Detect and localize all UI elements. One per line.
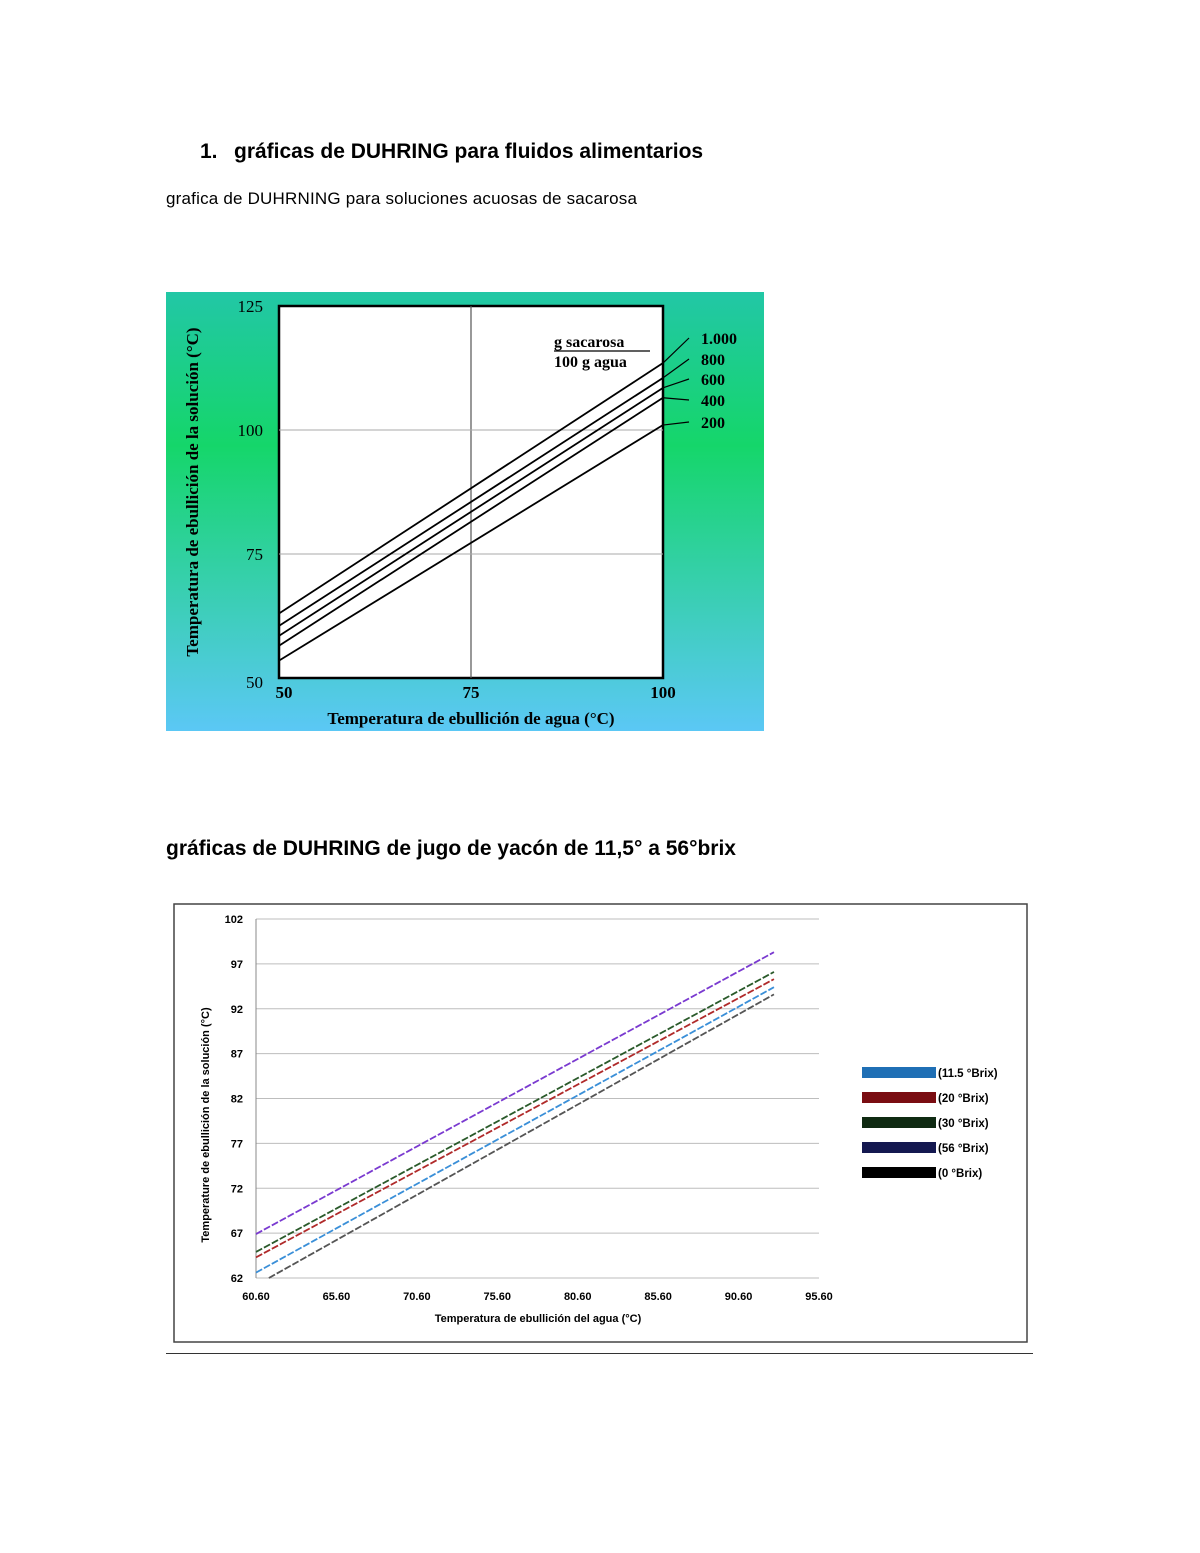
chart1-y-tick-label: 100 (238, 421, 264, 440)
chart2-x-tick-label: 95.60 (805, 1291, 833, 1303)
chart1-y-axis-label: Temperatura de ebullición de la solución… (183, 327, 202, 656)
chart2-x-tick-label: 85.60 (644, 1291, 672, 1303)
chart1-series-label: 600 (701, 372, 725, 389)
chart2-x-tick-label: 90.60 (725, 1291, 753, 1303)
chart1-x-tick-label: 50 (276, 683, 293, 702)
section-heading-1: 1. gráficas de DUHRING para fluidos alime… (200, 140, 703, 164)
chart1-legend-title-num: g sacarosa (554, 334, 624, 351)
chart1-x-tick-label: 75 (463, 683, 480, 702)
section-heading-2: gráficas de DUHRING de jugo de yacón de … (166, 837, 736, 860)
chart1-series-label: 800 (701, 352, 725, 369)
chart2-series-line (255, 971, 775, 1253)
chart1-caption: grafica de DUHRNING para soluciones acuo… (166, 189, 638, 208)
chart2-x-tick-label: 65.60 (323, 1291, 351, 1303)
chart2-y-tick-label: 77 (231, 1138, 243, 1150)
chart1-y-tick-label: 75 (246, 545, 263, 564)
chart2-y-tick-label: 67 (231, 1228, 243, 1240)
chart2-y-tick-label: 97 (231, 959, 243, 971)
chart2-legend-label: (30 °Brix) (938, 1118, 989, 1130)
chart2-series-line (255, 951, 775, 1235)
chart2-x-tick-label: 70.60 (403, 1291, 431, 1303)
chart1-leader-line (662, 378, 690, 389)
chart1-series-line (278, 362, 664, 615)
chart2-legend-swatch (862, 1117, 936, 1128)
chart1-x-axis-label: Temperatura de ebullición de agua (°C) (327, 709, 614, 728)
chart1-series-line (278, 387, 664, 637)
chart1-y-tick-label: 50 (246, 673, 263, 692)
chart1-leader-line (662, 337, 690, 364)
chart1-series-label: 200 (701, 415, 725, 432)
chart1-legend-title-den: 100 g agua (554, 354, 627, 371)
chart1-leader-line (662, 358, 690, 379)
chart2-series-line (255, 978, 775, 1259)
chart1-series-line (278, 377, 664, 627)
chart2-legend-label: (0 °Brix) (938, 1168, 982, 1180)
chart2-series-line (255, 986, 775, 1274)
chart2-x-axis-label: Temperatura de ebullición del agua (°C) (435, 1313, 642, 1325)
chart1-leader-line (662, 421, 690, 426)
chart2-x-tick-label: 80.60 (564, 1291, 592, 1303)
chart1-series-line (278, 397, 664, 647)
chart2-y-tick-label: 72 (231, 1183, 243, 1195)
chart2-legend-label: (11.5 °Brix) (938, 1068, 998, 1080)
chart1-y-tick-label: 125 (238, 297, 264, 316)
chart2-legend-swatch (862, 1167, 936, 1178)
chart2-y-tick-label: 82 (231, 1094, 243, 1106)
chart2-legend-label: (56 °Brix) (938, 1143, 989, 1155)
chart2-y-tick-label: 62 (231, 1273, 243, 1285)
chart2-legend-swatch (862, 1067, 936, 1078)
chart2-legend-swatch (862, 1142, 936, 1153)
chart2-y-tick-label: 92 (231, 1004, 243, 1016)
chart2-y-tick-label: 102 (225, 914, 243, 926)
chart2-legend-label: (20 °Brix) (938, 1093, 989, 1105)
chart1-series-label: 400 (701, 393, 725, 410)
section-number: 1. (200, 140, 218, 163)
chart2-x-tick-label: 60.60 (242, 1291, 270, 1303)
chart1-series-line (278, 424, 664, 662)
chart2-x-tick-label: 75.60 (484, 1291, 512, 1303)
chart1-series-label: 1.000 (701, 331, 737, 348)
chart1-x-tick-label: 100 (650, 683, 676, 702)
yacon-duhring-chart: 60.60 65.60 70.60 75.60 80.60 85.60 90.60 95.60… (173, 903, 1028, 1343)
chart2-series-line (268, 993, 775, 1279)
chart2-y-axis-label: Temperature de ebullición de la solución… (200, 1007, 212, 1243)
chart1-leader-line (662, 397, 690, 401)
horizontal-rule (166, 1353, 1033, 1354)
sucrose-duhring-chart: 50 75 100 50 75 100 125 1.000 800 600 400 200 g sa… (166, 292, 764, 731)
chart2-y-tick-label: 87 (231, 1049, 243, 1061)
chart2-legend-swatch (862, 1092, 936, 1103)
section-title: gráficas de DUHRING para fluidos aliment… (234, 140, 704, 163)
